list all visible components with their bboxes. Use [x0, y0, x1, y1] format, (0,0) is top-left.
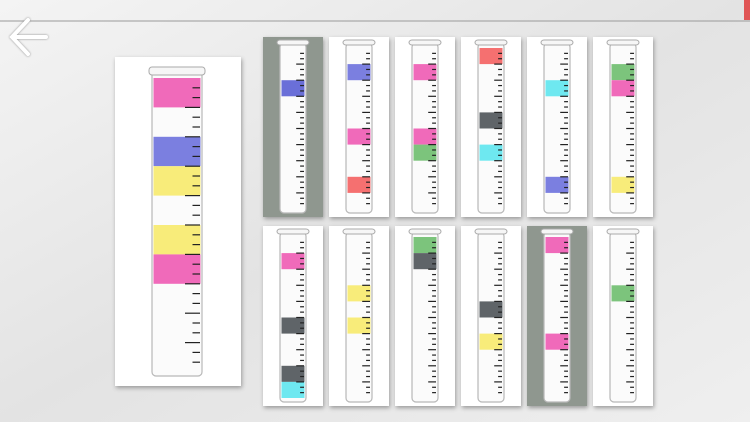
tube-card[interactable]	[527, 226, 587, 406]
tube	[408, 39, 442, 214]
tube-card[interactable]	[461, 37, 521, 217]
liquid-band	[611, 176, 635, 193]
tube	[148, 66, 206, 377]
liquid-band	[281, 381, 305, 398]
tube-cap	[276, 39, 310, 46]
liquid-band	[413, 64, 437, 81]
liquid-band	[545, 237, 569, 254]
tube	[342, 39, 376, 214]
liquid-band	[479, 301, 503, 318]
liquid-band	[479, 48, 503, 65]
tube-cap	[540, 228, 574, 235]
back-button[interactable]	[9, 18, 48, 56]
liquid-band	[347, 128, 371, 145]
tube	[474, 39, 508, 214]
tube-glass	[151, 69, 203, 377]
tube-cap	[148, 66, 206, 76]
tube-cap	[342, 39, 376, 46]
liquid-band	[545, 80, 569, 97]
liquid-band	[413, 144, 437, 161]
tube-card[interactable]	[593, 226, 653, 406]
tube-card[interactable]	[329, 37, 389, 217]
tube	[276, 39, 310, 214]
liquid-band	[347, 176, 371, 193]
tube-cap	[474, 228, 508, 235]
liquid-band	[413, 128, 437, 145]
tube-cap	[540, 39, 574, 46]
tube-card[interactable]	[395, 37, 455, 217]
liquid-band	[347, 64, 371, 81]
tube	[540, 39, 574, 214]
liquid-band	[611, 80, 635, 97]
tube-cap	[276, 228, 310, 235]
tube-card[interactable]	[263, 226, 323, 406]
tube	[540, 228, 574, 403]
preview-card	[115, 57, 241, 386]
corner-marker	[744, 0, 750, 20]
tube-card[interactable]	[527, 37, 587, 217]
tube	[408, 228, 442, 403]
tube-card[interactable]	[461, 226, 521, 406]
tube-cap	[408, 228, 442, 235]
tube-cap	[474, 39, 508, 46]
liquid-band	[281, 253, 305, 270]
tube-cap	[342, 228, 376, 235]
liquid-band	[413, 237, 437, 254]
liquid-band	[479, 112, 503, 129]
tube	[342, 228, 376, 403]
liquid-band	[153, 225, 201, 255]
liquid-band	[479, 333, 503, 350]
liquid-band	[347, 285, 371, 302]
tube	[606, 228, 640, 403]
tube-cap	[606, 39, 640, 46]
liquid-band	[611, 64, 635, 81]
tube-card[interactable]	[263, 37, 323, 217]
liquid-band	[545, 333, 569, 350]
tube	[276, 228, 310, 403]
liquid-band	[281, 80, 305, 97]
liquid-band	[281, 317, 305, 334]
tube-cap	[408, 39, 442, 46]
liquid-band	[153, 136, 201, 167]
liquid-band	[153, 254, 201, 284]
liquid-band	[347, 317, 371, 334]
liquid-band	[281, 365, 305, 382]
tube	[474, 228, 508, 403]
liquid-band	[413, 253, 437, 270]
tube-cap	[606, 228, 640, 235]
tube-card[interactable]	[395, 226, 455, 406]
liquid-band	[611, 285, 635, 302]
liquid-band	[153, 78, 201, 108]
liquid-band	[545, 176, 569, 193]
liquid-band	[153, 166, 201, 196]
tube	[606, 39, 640, 214]
tube-card[interactable]	[329, 226, 389, 406]
tube-card[interactable]	[593, 37, 653, 217]
liquid-band	[479, 144, 503, 161]
